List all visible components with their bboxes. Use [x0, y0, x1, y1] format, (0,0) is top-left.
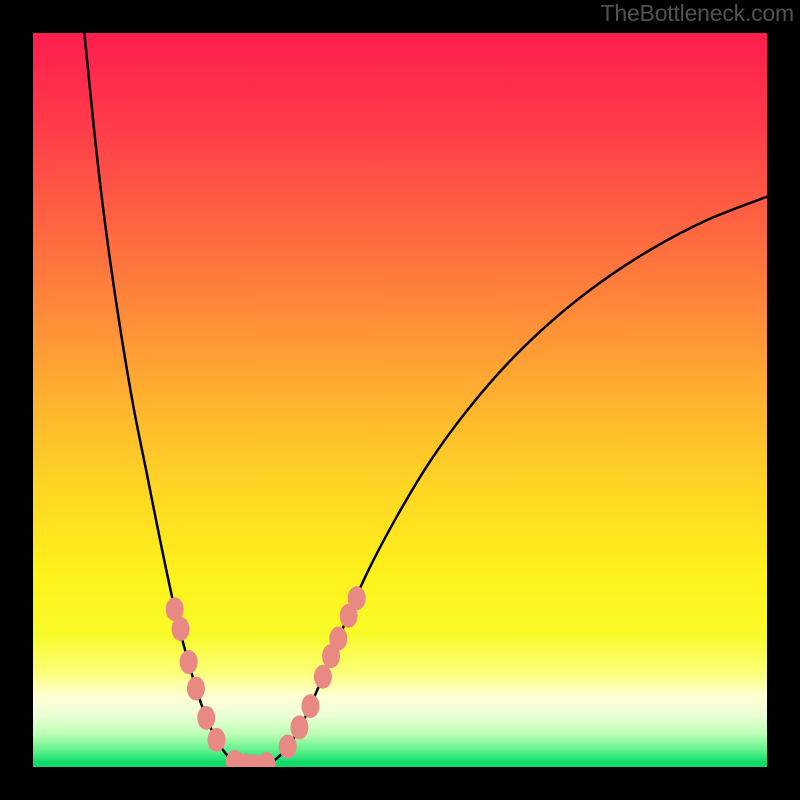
data-marker: [180, 650, 198, 674]
gradient-background: [33, 33, 767, 767]
data-marker: [208, 728, 226, 752]
watermark-text: TheBottleneck.com: [601, 0, 794, 27]
data-marker: [348, 586, 366, 610]
bottleneck-chart: [0, 0, 800, 800]
data-marker: [301, 694, 319, 718]
data-marker: [172, 617, 190, 641]
data-marker: [290, 715, 308, 739]
data-marker: [197, 706, 215, 730]
chart-container: { "watermark": { "text": "TheBottleneck.…: [0, 0, 800, 800]
data-marker: [187, 676, 205, 700]
plot-area: [33, 33, 767, 778]
data-marker: [329, 627, 347, 651]
data-marker: [314, 665, 332, 689]
green-bottom-band: [33, 761, 767, 767]
data-marker: [279, 734, 297, 758]
